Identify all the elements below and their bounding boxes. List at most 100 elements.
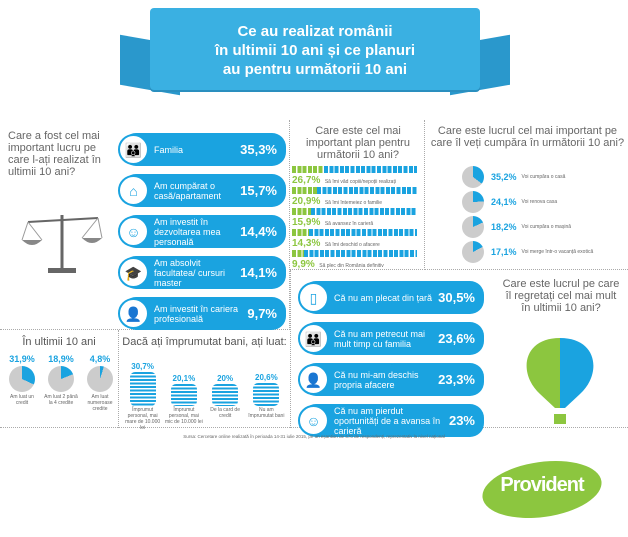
pie-chart [87, 366, 113, 392]
title-line: Ce au realizat românii [237, 23, 393, 40]
plans-question: Care este cel mai important plan pentru … [306, 125, 410, 161]
item-value: 14,4% [240, 223, 277, 239]
plan-item: 14,3% Să îmi deschid o afacere [292, 229, 425, 249]
achieved-question: Care a fost cel mai important lucru pe c… [8, 130, 101, 178]
purchase-value: 17,1% [491, 247, 517, 257]
credits-title: În ultimii 10 ani [22, 336, 96, 348]
loan-value: 30,7% [131, 362, 154, 372]
credit-value: 18,9% [48, 354, 74, 364]
people-green-icon [292, 166, 325, 173]
brand-name: Provident [500, 474, 584, 496]
loan-item: 20,6% Nu am împrumutat bani [247, 373, 285, 427]
plan-item: 9,9% Să plec din România definitiv [292, 250, 425, 270]
plan-item: 20,9% Să îmi întemeiez o familie [292, 187, 425, 207]
plan-value: 9,9% [292, 259, 315, 270]
pie-chart [462, 166, 484, 188]
person-icon: ☺ [118, 216, 149, 247]
family-icon: 👪 [118, 134, 149, 165]
purchase-label: Voi merge într-o vacanță exotică [521, 249, 594, 255]
loan-label: Împrumut personal, mai mare de 10.000 le… [125, 407, 161, 431]
purchase-value: 24,1% [491, 197, 517, 207]
family-icon: 👪 [298, 323, 329, 354]
credit-item: 31,9% Am luat un credit [5, 354, 39, 412]
purchase-label: Voi cumpăra o casă [521, 174, 566, 180]
regrets-item: 👤 Că nu mi-am deschis propria afacere 23,3… [298, 363, 484, 396]
achieved-item: 🎓 Am absolvit facultatea/ cursuri master 1… [118, 256, 286, 289]
people-green-icon [292, 229, 310, 236]
purchase-item: 18,2% Voi cumpăra o mașină [462, 216, 626, 238]
coin-stack-icon [253, 383, 280, 406]
item-label: Familia [154, 144, 184, 155]
credit-value: 4,8% [89, 354, 111, 364]
graduation-cap-icon: 🎓 [118, 257, 149, 288]
achieved-item: ⌂ Am cumpărat o casă/apartament 15,7% [118, 174, 286, 207]
credit-label: Am luat numeroase credite [87, 394, 113, 412]
loan-value: 20,1% [172, 373, 196, 383]
credit-label: Am luat 2 până la 4 credite [44, 394, 78, 406]
purchase-value: 18,2% [491, 222, 517, 232]
pie-chart [48, 366, 74, 392]
person-icon: ☺ [298, 405, 329, 436]
people-blue-icon [317, 187, 417, 194]
achieved-item: 👤 Am investit în cariera profesională 9,7% [118, 297, 286, 330]
purchases-question: Care este lucrul cel mai important pe ca… [430, 125, 625, 149]
item-label: Că nu mi-am deschis propria afacere [334, 369, 419, 390]
people-blue-icon [311, 208, 417, 215]
people-green-icon [292, 187, 318, 194]
purchase-item: 24,1% Voi renova casa [462, 191, 626, 213]
item-value: 9,7% [247, 305, 277, 321]
hot-air-balloon-icon [510, 336, 610, 428]
plan-label: Să îmi întemeiez o familie [324, 200, 383, 206]
loan-label: Nu am împrumutat bani [248, 407, 285, 419]
loan-item: 20% De la card de credit [206, 374, 244, 427]
regrets-item: ☺ Că nu am pierdut oportunități de a avan… [298, 404, 484, 437]
loan-label: De la card de credit [210, 407, 240, 419]
regrets-item: ▯ Că nu am plecat din țară 30,5% [298, 281, 484, 314]
regrets-item: 👪 Că nu am petrecut mai mult timp cu fami… [298, 322, 484, 355]
businessman-icon: 👤 [118, 298, 149, 329]
achieved-item: ☺ Am investit în dezvoltarea mea personal… [118, 215, 286, 248]
plans-section [290, 120, 425, 270]
pie-chart [462, 241, 484, 263]
divider [118, 330, 119, 428]
plan-label: Să îmi văd copiii/nepoții realizați [324, 179, 396, 185]
item-label: Am investit în dezvoltarea mea personală [154, 216, 221, 247]
coin-stack-icon [129, 372, 156, 406]
purchase-label: Voi renova casa [521, 199, 558, 205]
purchase-item: 35,2% Voi cumpăra o casă [462, 166, 626, 188]
purchase-item: 17,1% Voi merge într-o vacanță exotică [462, 241, 626, 263]
item-value: 35,3% [240, 141, 277, 157]
plan-value: 15,9% [292, 217, 321, 228]
credit-item: 18,9% Am luat 2 până la 4 credite [44, 354, 78, 412]
plan-value: 20,9% [292, 196, 321, 207]
plan-value: 26,7% [292, 175, 321, 186]
pie-chart [462, 216, 484, 238]
plan-label: Să plec din România definitiv [319, 263, 384, 269]
people-blue-icon [304, 250, 417, 257]
item-value: 23% [448, 412, 475, 428]
passport-icon: ▯ [298, 282, 329, 313]
divider [290, 270, 291, 428]
plan-label: Să îmi deschid o afacere [324, 242, 380, 248]
loan-item: 30,7% Împrumut personal, mai mare de 10.0… [124, 362, 162, 431]
coin-stack-icon [212, 384, 239, 406]
house-icon: ⌂ [118, 175, 149, 206]
plan-value: 14,3% [292, 238, 321, 249]
scales-icon [20, 210, 105, 275]
plan-item: 26,7% Să îmi văd copiii/nepoții realizaț… [292, 166, 425, 186]
item-label: Că nu am plecat din țară [334, 292, 433, 303]
item-label: Am investit în cariera profesională [154, 303, 239, 324]
regrets-question: Care este lucrul pe care îl regretați ce… [502, 278, 620, 314]
title-banner: Ce au realizat românii în ultimii 10 ani… [150, 8, 480, 90]
businessman-icon: 👤 [298, 364, 329, 395]
item-value: 30,5% [438, 289, 475, 305]
pie-chart [462, 191, 484, 213]
loans-title: Dacă ați împrumutat bani, ați luat: [122, 336, 287, 348]
purchase-label: Voi cumpăra o mașină [521, 224, 572, 230]
purchase-value: 35,2% [491, 172, 517, 182]
item-label: Că nu am pierdut oportunități de a avans… [334, 405, 441, 436]
achieved-item: 👪 Familia 35,3% [118, 133, 286, 166]
item-value: 14,1% [240, 264, 277, 280]
credit-value: 31,9% [9, 354, 35, 364]
loan-label: Împrumut personal, mai mic de 10.000 lei [164, 407, 203, 425]
